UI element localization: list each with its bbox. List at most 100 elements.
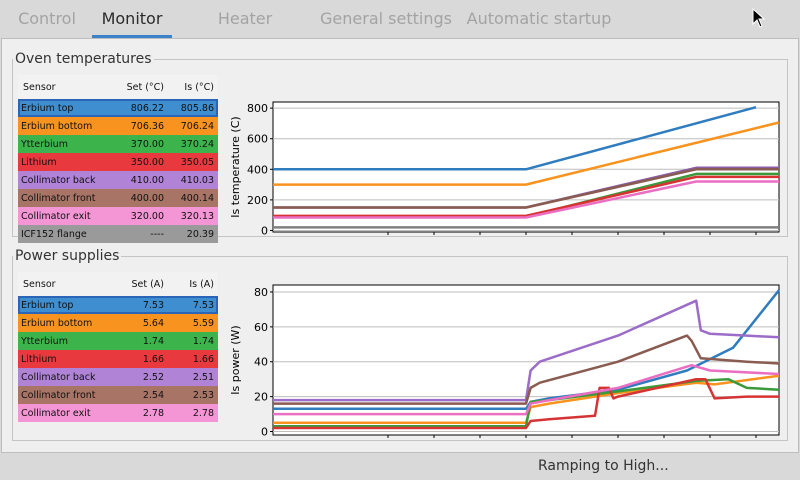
cell-set: 2.52 xyxy=(142,371,164,383)
cell-sensor: Erbium bottom xyxy=(21,120,93,132)
oven-temperatures-group: Oven temperatures Sensor Set (°C) Is (°C… xyxy=(12,50,788,243)
table-row[interactable]: Erbium top 7.53 7.53 xyxy=(18,296,218,314)
series-line-collimator-exit xyxy=(273,180,779,219)
column-header-is: Is (A) xyxy=(168,272,218,296)
table-row[interactable]: Ytterbium 1.74 1.74 xyxy=(18,332,218,350)
table-header: Sensor Set (°C) Is (°C) xyxy=(18,75,218,99)
tab-automatic-startup[interactable]: Automatic startup xyxy=(466,9,612,28)
cell-is: 5.59 xyxy=(192,317,214,329)
cell-sensor: Collimator back xyxy=(21,174,96,186)
table-row[interactable]: Lithium 1.66 1.66 xyxy=(18,350,218,368)
cell-sensor: Erbium top xyxy=(18,99,118,117)
mouse-cursor-icon xyxy=(752,8,766,28)
cell-sensor: Ytterbium xyxy=(21,138,68,150)
series-line-lithium xyxy=(273,377,779,430)
cell-sensor: Collimator front xyxy=(21,192,96,204)
cell-is: 20.39 xyxy=(186,228,214,240)
series-line-erbium-bottom xyxy=(273,121,780,186)
cell-set: 350.00 xyxy=(130,156,164,168)
y-axis-label: Is temperature (C) xyxy=(229,116,242,217)
oven-temperatures-title: Oven temperatures xyxy=(13,50,154,68)
y-tick-label: 400 xyxy=(247,163,268,176)
y-tick-label: 0 xyxy=(261,426,268,439)
cell-set: 806.22 xyxy=(118,99,168,117)
column-header-set: Set (°C) xyxy=(118,75,168,99)
cell-set: 1.66 xyxy=(142,353,164,365)
tab-bar: Control Monitor Heater settings General … xyxy=(0,0,800,66)
series-line-lithium xyxy=(273,175,779,218)
cell-is: 320.13 xyxy=(180,210,214,222)
cell-sensor: Erbium top xyxy=(18,296,118,314)
y-tick-label: 200 xyxy=(247,194,268,207)
column-header-sensor: Sensor xyxy=(18,75,118,99)
cell-is: 1.74 xyxy=(192,335,214,347)
table-row[interactable]: Erbium bottom 5.64 5.59 xyxy=(18,314,218,332)
cell-is: 2.53 xyxy=(192,389,214,401)
series-line-collimator-front xyxy=(273,168,779,209)
cell-is: 1.66 xyxy=(192,353,214,365)
status-text: Ramping to High... xyxy=(538,458,669,474)
cell-sensor: Erbium bottom xyxy=(21,317,93,329)
y-tick-label: 600 xyxy=(247,133,268,146)
cell-is: 706.24 xyxy=(180,120,214,132)
tab-control[interactable]: Control xyxy=(18,9,76,28)
y-tick-label: 40 xyxy=(254,356,268,369)
table-row[interactable]: Collimator front 400.00 400.14 xyxy=(18,189,218,207)
table-header: Sensor Set (A) Is (A) xyxy=(18,272,218,296)
cell-set: 2.54 xyxy=(142,389,164,401)
table-row[interactable]: Collimator back 410.00 410.03 xyxy=(18,171,218,189)
table-row[interactable]: ICF152 flange ---- 20.39 xyxy=(18,225,218,243)
power-supplies-title: Power supplies xyxy=(13,247,122,265)
cell-is: 2.51 xyxy=(192,371,214,383)
cell-is: 7.53 xyxy=(168,296,218,314)
cell-is: 370.24 xyxy=(180,138,214,150)
tab-heater-settings[interactable]: Heater settings xyxy=(213,9,277,66)
table-row[interactable]: Collimator front 2.54 2.53 xyxy=(18,386,218,404)
cell-set: 7.53 xyxy=(118,296,168,314)
cell-sensor: Collimator exit xyxy=(21,210,91,222)
cell-sensor: ICF152 flange xyxy=(21,228,87,240)
y-tick-label: 60 xyxy=(254,321,268,334)
cell-sensor: Collimator front xyxy=(21,389,96,401)
table-row[interactable]: Collimator back 2.52 2.51 xyxy=(18,368,218,386)
table-row[interactable]: Erbium bottom 706.36 706.24 xyxy=(18,117,218,135)
column-header-is: Is (°C) xyxy=(168,75,218,99)
tab-monitor[interactable]: Monitor xyxy=(92,0,172,38)
cell-sensor: Lithium xyxy=(21,156,57,168)
oven-sensor-table[interactable]: Sensor Set (°C) Is (°C) Erbium top 806.22… xyxy=(18,75,218,243)
cell-set: ---- xyxy=(150,228,164,240)
temperature-chart: 020040060080006:5407:0407:1407:2407:3407… xyxy=(229,101,780,235)
cell-sensor: Collimator exit xyxy=(21,407,91,419)
y-tick-label: 80 xyxy=(254,286,268,299)
cell-set: 2.78 xyxy=(142,407,164,419)
cell-is: 2.78 xyxy=(192,407,214,419)
cell-set: 706.36 xyxy=(130,120,164,132)
cell-is: 410.03 xyxy=(180,174,214,186)
cell-set: 320.00 xyxy=(130,210,164,222)
y-axis-label: Is power (W) xyxy=(229,325,242,394)
table-row[interactable]: Erbium top 806.22 805.86 xyxy=(18,99,218,117)
series-line-collimator-back xyxy=(273,299,780,402)
cell-set: 370.00 xyxy=(130,138,164,150)
series-line-collimator-front xyxy=(273,334,780,405)
table-row[interactable]: Lithium 350.00 350.05 xyxy=(18,153,218,171)
cell-set: 1.74 xyxy=(142,335,164,347)
table-row[interactable]: Collimator exit 2.78 2.78 xyxy=(18,404,218,422)
cell-sensor: Collimator back xyxy=(21,371,96,383)
table-row[interactable]: Ytterbium 370.00 370.24 xyxy=(18,135,218,153)
power-sensor-table[interactable]: Sensor Set (A) Is (A) Erbium top 7.53 7.53… xyxy=(18,272,218,422)
column-header-sensor: Sensor xyxy=(18,272,118,296)
cell-set: 400.00 xyxy=(130,192,164,204)
cell-sensor: Lithium xyxy=(21,353,57,365)
tab-general-settings[interactable]: General settings xyxy=(320,9,452,28)
column-header-set: Set (A) xyxy=(118,272,168,296)
table-row[interactable]: Collimator exit 320.00 320.13 xyxy=(18,207,218,225)
series-line-collimator-exit xyxy=(273,363,780,416)
cell-is: 350.05 xyxy=(180,156,214,168)
y-tick-label: 0 xyxy=(261,224,268,235)
status-bar: Ramping to High... xyxy=(0,453,800,480)
cell-set: 410.00 xyxy=(130,174,164,186)
power-supplies-group: Power supplies Sensor Set (A) Is (A) Erb… xyxy=(12,247,788,441)
cell-sensor: Ytterbium xyxy=(21,335,68,347)
y-tick-label: 20 xyxy=(254,391,268,404)
